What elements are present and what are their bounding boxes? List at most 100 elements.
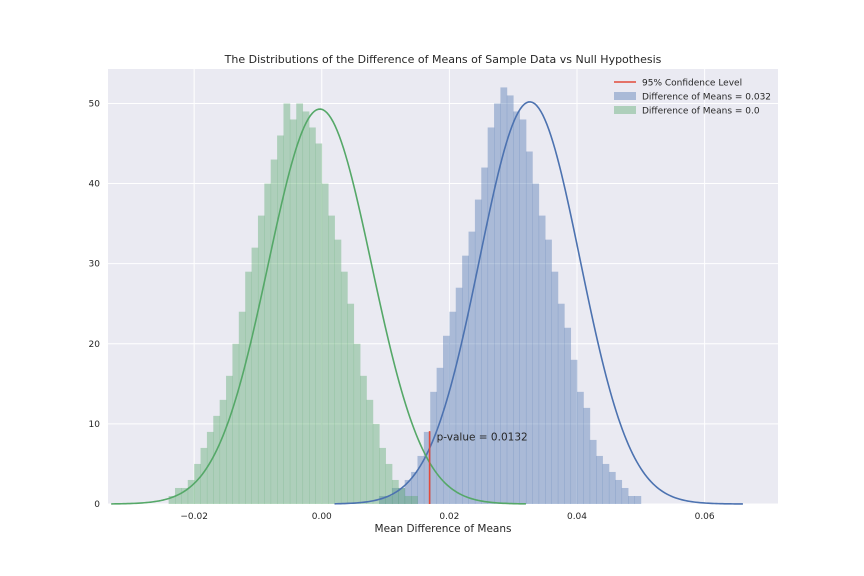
legend-label: 95% Confidence Level — [642, 79, 742, 89]
histogram-bar — [194, 463, 201, 504]
histogram-bar — [257, 215, 265, 504]
histogram-bar — [615, 479, 623, 504]
histogram-bar — [181, 487, 189, 504]
histogram-bar — [577, 391, 584, 504]
histogram-bar — [289, 119, 297, 505]
legend-label: Difference of Means = 0.0 — [642, 107, 760, 117]
histogram-bar — [525, 151, 533, 505]
histogram-bar — [404, 495, 412, 504]
x-axis-ticks: −0.02 0.00 0.02 0.04 0.06 — [180, 512, 715, 522]
histogram-bar — [321, 183, 329, 504]
y-tick-label: 40 — [89, 180, 101, 190]
histogram-bar — [226, 375, 233, 504]
histogram-bar — [366, 399, 374, 504]
histogram-bar — [589, 439, 597, 504]
histogram-bar — [379, 495, 386, 504]
histogram-bar — [315, 143, 323, 505]
y-tick-label: 10 — [89, 420, 101, 430]
histogram-bar — [379, 447, 386, 504]
histogram-bar — [417, 455, 425, 504]
histogram-bar — [628, 495, 635, 504]
chart-title: The Distributions of the Difference of M… — [224, 53, 662, 66]
p-value-annotation: p-value = 0.0132 — [437, 432, 528, 444]
histogram-series — [379, 87, 642, 505]
histogram-bar — [360, 375, 367, 504]
histogram-bar — [206, 431, 214, 504]
histogram-bar — [468, 231, 476, 504]
histogram-bar — [238, 311, 246, 504]
y-tick-label: 20 — [89, 340, 101, 350]
histogram-bar — [532, 183, 540, 504]
histogram-bar — [187, 479, 195, 504]
histogram-bar — [455, 287, 463, 504]
x-tick-label: 0.00 — [312, 512, 332, 522]
legend-item: 95% Confidence Level — [614, 79, 742, 89]
histogram-bar — [411, 495, 418, 504]
histogram-bar — [328, 215, 335, 504]
histogram-bar — [570, 359, 578, 504]
histogram-bar — [251, 247, 259, 504]
histogram-bar — [481, 167, 489, 504]
histogram-bar — [494, 103, 501, 505]
confidence-marker: p-value = 0.0132 — [428, 431, 528, 504]
kde-curve — [111, 108, 526, 505]
y-axis-ticks: 0 10 20 30 40 50 — [89, 99, 101, 510]
kde-curve — [334, 101, 743, 505]
histogram-bar — [423, 431, 431, 504]
histogram-bar — [545, 239, 552, 504]
legend-label: Difference of Means = 0.032 — [642, 93, 771, 103]
histogram-bar — [340, 271, 348, 504]
histogram-bar — [372, 423, 380, 504]
y-tick-label: 0 — [94, 500, 100, 510]
histogram-bar — [232, 343, 240, 504]
legend: 95% Confidence Level Difference of Means … — [614, 79, 771, 117]
histogram-bar — [602, 463, 610, 504]
histogram-bar — [213, 415, 221, 504]
histogram-bar — [436, 367, 444, 504]
histogram-bar — [513, 111, 520, 505]
histogram-bar — [175, 487, 182, 504]
histogram-bar — [583, 407, 591, 504]
histogram-bar — [391, 487, 399, 504]
histogram-bar — [334, 239, 342, 504]
histogram-bar — [277, 135, 284, 505]
histogram-bar — [430, 391, 438, 504]
histogram-bar — [564, 327, 572, 504]
histogram-bar — [449, 311, 457, 504]
legend-item: Difference of Means = 0.0 — [614, 106, 760, 117]
histogram-bar — [385, 495, 393, 504]
histogram-bar — [557, 303, 565, 504]
x-tick-label: −0.02 — [180, 512, 208, 522]
kde-curves — [111, 101, 743, 505]
histogram-bar — [245, 271, 252, 504]
histogram-bar — [487, 127, 495, 505]
histogram-bar — [474, 199, 482, 504]
histogram-bar — [500, 87, 508, 504]
x-tick-label: 0.06 — [695, 512, 715, 522]
legend-item: Difference of Means = 0.032 — [614, 92, 771, 103]
grid-lines — [108, 69, 778, 505]
histogram-bar — [443, 335, 450, 504]
histogram-bar — [411, 471, 418, 504]
histogram-bar — [462, 255, 469, 504]
x-tick-label: 0.04 — [567, 512, 587, 522]
histogram-bar — [398, 487, 406, 504]
histogram-series — [168, 103, 418, 505]
histogram-bar — [270, 159, 278, 505]
histogram-bar — [608, 471, 616, 504]
histogram-bar — [551, 271, 559, 504]
y-tick-label: 30 — [89, 260, 101, 270]
histogram-bar — [538, 215, 546, 504]
histogram-bar — [506, 95, 514, 504]
histogram-bar — [309, 127, 316, 505]
histogram-bar — [200, 447, 208, 504]
histogram-bar — [264, 183, 272, 504]
histogram-bar — [353, 343, 361, 504]
histogram-bars — [168, 87, 642, 505]
histogram-bar — [634, 495, 642, 504]
histogram-bar — [398, 487, 406, 504]
histogram-bar — [283, 103, 291, 505]
x-axis-label: Mean Difference of Means — [375, 523, 512, 535]
histogram-bar — [219, 399, 227, 504]
legend-patch-swatch — [614, 106, 636, 114]
